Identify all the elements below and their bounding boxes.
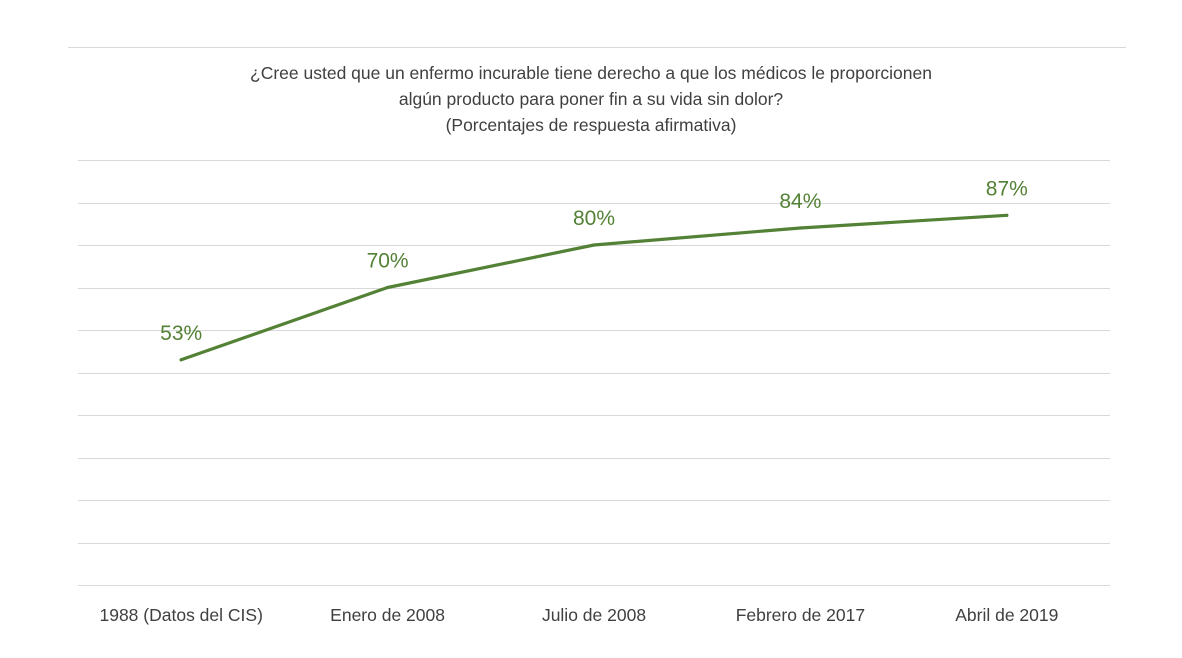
x-tick-label: Julio de 2008 — [542, 605, 646, 625]
data-point — [386, 285, 390, 290]
data-label: 80% — [573, 207, 615, 230]
data-label: 87% — [986, 177, 1028, 200]
data-point — [592, 243, 596, 247]
x-tick-label: Enero de 2008 — [330, 605, 445, 625]
x-tick-label: Febrero de 2017 — [736, 605, 865, 625]
chart-title-block: ¿Cree usted que un enfermo incurable tie… — [0, 60, 1182, 138]
data-label: 84% — [779, 190, 821, 213]
data-label: 70% — [367, 250, 409, 273]
data-point — [798, 226, 803, 230]
chart-title-line-1: ¿Cree usted que un enfermo incurable tie… — [250, 63, 932, 83]
data-point — [1005, 213, 1009, 217]
top-border-line — [68, 47, 1126, 48]
data-label: 53% — [160, 322, 202, 345]
chart-subtitle: (Porcentajes de respuesta afirmativa) — [445, 115, 737, 135]
x-tick-label: 1988 (Datos del CIS) — [99, 605, 262, 625]
data-point — [179, 358, 183, 362]
chart-title-line-2: algún producto para poner fin a su vida … — [398, 89, 784, 109]
x-tick-label: Abril de 2019 — [955, 605, 1058, 625]
series-line — [179, 213, 1009, 362]
